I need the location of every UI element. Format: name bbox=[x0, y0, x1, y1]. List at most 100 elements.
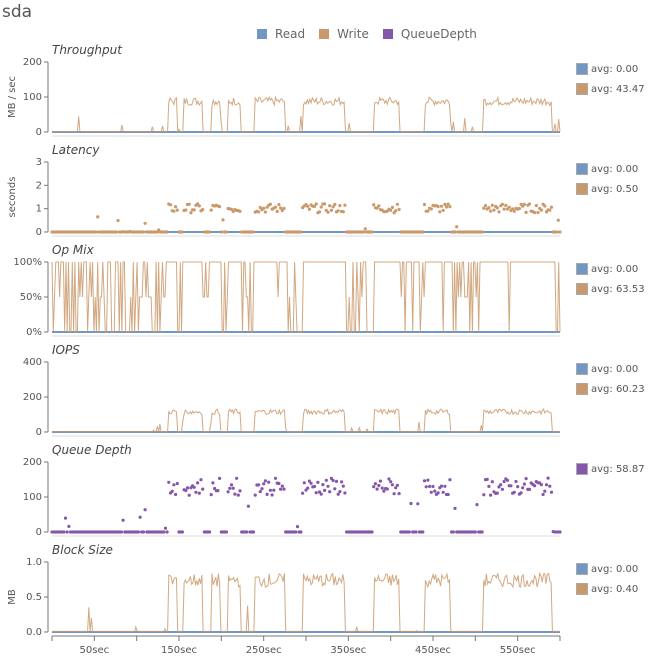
x-tick-label: 550sec bbox=[500, 645, 536, 656]
point-queue bbox=[277, 481, 281, 486]
point-queue bbox=[228, 486, 232, 490]
avg-swatch bbox=[576, 183, 588, 195]
point-queue bbox=[473, 530, 477, 534]
legend-item-write[interactable]: Write bbox=[319, 27, 369, 41]
avg-label: avg: 43.47 bbox=[591, 83, 645, 95]
point-queue bbox=[65, 530, 69, 534]
point-queue bbox=[224, 530, 228, 534]
point-latency bbox=[197, 204, 201, 208]
point-queue bbox=[209, 493, 213, 497]
avg-opmix-read: avg: 0.00 bbox=[576, 263, 638, 275]
point-queue bbox=[324, 478, 328, 482]
point-latency bbox=[262, 206, 266, 210]
point-queue bbox=[385, 487, 389, 491]
y-tick-label: 50% bbox=[20, 292, 42, 303]
point-latency bbox=[326, 210, 330, 214]
series-write-blocksize bbox=[52, 571, 560, 632]
point-latency bbox=[482, 206, 486, 210]
point-queue bbox=[314, 491, 318, 495]
point-queue bbox=[480, 530, 484, 534]
point-queue bbox=[211, 481, 215, 485]
point-latency bbox=[389, 208, 393, 212]
point-queue bbox=[340, 480, 344, 484]
point-queue bbox=[392, 492, 396, 496]
point-queue bbox=[280, 484, 284, 488]
point-latency bbox=[370, 230, 374, 234]
legend-item-queuedepth[interactable]: QueueDepth bbox=[382, 27, 477, 41]
point-queue bbox=[207, 530, 212, 534]
point-latency bbox=[184, 208, 188, 212]
point-queue bbox=[235, 476, 239, 480]
point-queue bbox=[316, 480, 320, 484]
legend-label: QueueDepth bbox=[400, 27, 477, 41]
point-latency bbox=[497, 210, 501, 214]
y-tick-label: 0.0 bbox=[26, 627, 42, 638]
point-queue bbox=[439, 484, 444, 488]
point-queue bbox=[341, 484, 345, 488]
legend-item-read[interactable]: Read bbox=[257, 27, 305, 41]
x-tick-label: 150sec bbox=[161, 645, 197, 656]
point-queue bbox=[451, 530, 455, 534]
point-queue bbox=[414, 530, 418, 534]
avg-throughput-read: avg: 0.00 bbox=[576, 63, 638, 75]
point-latency bbox=[317, 210, 322, 214]
point-latency bbox=[323, 202, 327, 206]
point-queue bbox=[377, 483, 381, 488]
point-queue bbox=[167, 480, 171, 484]
point-queue bbox=[172, 483, 176, 487]
point-queue bbox=[119, 530, 123, 534]
point-queue bbox=[380, 486, 384, 490]
point-latency bbox=[558, 230, 562, 234]
point-queue bbox=[516, 485, 520, 489]
point-queue bbox=[343, 491, 347, 495]
point-queue bbox=[387, 477, 391, 481]
point-latency bbox=[218, 205, 222, 209]
point-latency bbox=[319, 205, 323, 209]
point-queue bbox=[549, 490, 554, 494]
point-queue bbox=[482, 493, 486, 497]
point-queue bbox=[527, 487, 532, 491]
series-write-throughput bbox=[52, 95, 561, 134]
point-queue bbox=[251, 530, 256, 534]
point-queue bbox=[63, 516, 68, 520]
y-axis-label-latency: seconds bbox=[7, 177, 18, 218]
point-latency bbox=[329, 208, 333, 212]
avg-queue-queuedepth: avg: 58.87 bbox=[576, 463, 645, 475]
y-tick-label: 2 bbox=[36, 180, 42, 191]
point-latency bbox=[273, 205, 278, 209]
legend-label: Read bbox=[275, 27, 306, 41]
point-queue bbox=[184, 488, 188, 493]
point-queue bbox=[333, 487, 337, 491]
avg-label: avg: 0.40 bbox=[591, 583, 639, 595]
point-queue bbox=[541, 492, 545, 497]
point-queue bbox=[174, 492, 178, 497]
x-tick-label: 450sec bbox=[415, 645, 451, 656]
point-latency bbox=[495, 206, 499, 210]
point-latency bbox=[395, 202, 399, 206]
point-latency bbox=[258, 205, 262, 210]
point-latency bbox=[275, 209, 279, 213]
point-queue bbox=[294, 530, 298, 534]
point-latency bbox=[448, 205, 452, 209]
point-latency bbox=[187, 202, 191, 206]
point-latency bbox=[257, 210, 261, 214]
x-tick-label: 250sec bbox=[246, 645, 282, 656]
point-latency bbox=[527, 202, 532, 206]
y-tick-label: 1 bbox=[36, 204, 42, 215]
point-latency bbox=[277, 203, 281, 207]
point-queue bbox=[331, 478, 335, 483]
y-tick-label: 100 bbox=[23, 92, 42, 103]
point-latency bbox=[375, 206, 379, 210]
avg-latency-write: avg: 0.50 bbox=[576, 183, 638, 195]
point-queue bbox=[487, 484, 491, 488]
point-latency bbox=[333, 202, 337, 207]
point-queue bbox=[238, 489, 242, 493]
point-queue bbox=[236, 493, 240, 497]
panel-title-latency: Latency bbox=[52, 143, 100, 157]
point-latency bbox=[96, 215, 100, 219]
point-latency bbox=[556, 218, 560, 222]
y-tick-label: 100 bbox=[23, 492, 42, 503]
point-queue bbox=[448, 478, 452, 482]
y-tick-label: 1.0 bbox=[26, 557, 42, 568]
legend-label: Write bbox=[337, 27, 369, 41]
